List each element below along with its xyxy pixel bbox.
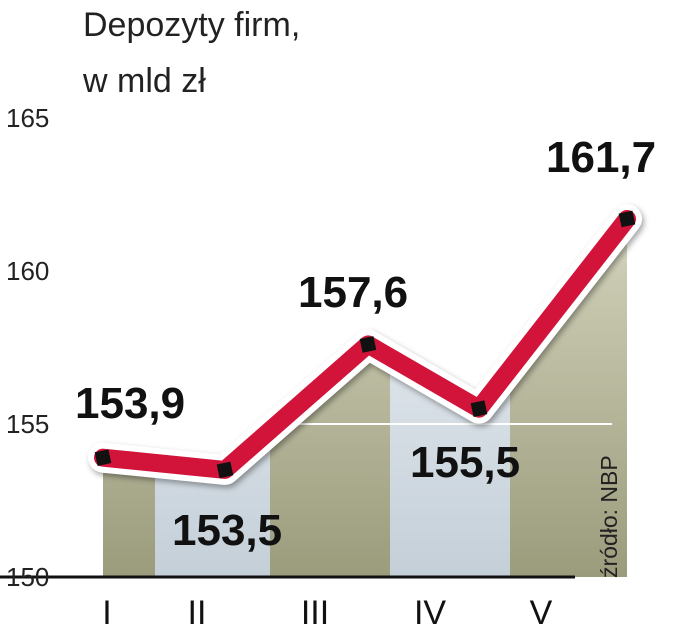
data-point (618, 210, 636, 228)
data-label: 153,9 (75, 379, 185, 428)
data-label: 161,7 (546, 133, 656, 182)
x-tick-label: III (301, 594, 329, 632)
data-label: 157,6 (298, 268, 408, 317)
y-axis-ticks: 150 155 160 165 (6, 103, 49, 592)
y-tick-label: 165 (6, 103, 49, 133)
y-tick-label: 160 (6, 256, 49, 286)
x-tick-label: II (188, 594, 207, 632)
x-axis-ticks: I II III IV V (102, 594, 552, 632)
source-note: źródło: NBP (596, 455, 622, 578)
y-tick-label: 150 (6, 562, 49, 592)
data-label: 153,5 (172, 506, 282, 555)
chart-subtitle: w mld zł (82, 62, 206, 100)
x-tick-label: IV (414, 594, 446, 632)
y-tick-label: 155 (6, 409, 49, 439)
data-point (359, 336, 377, 353)
chart-title: Depozyty firm, (83, 6, 300, 44)
data-point (216, 461, 234, 479)
area-band (103, 218, 155, 577)
x-tick-label: I (102, 594, 111, 632)
data-label: 155,5 (410, 438, 520, 487)
area-band (390, 218, 510, 577)
data-markers (94, 210, 636, 479)
data-labels: 153,9 153,5 157,6 155,5 161,7 (75, 133, 656, 555)
x-tick-label: V (530, 594, 553, 632)
data-point (94, 449, 112, 466)
data-point (470, 400, 488, 418)
